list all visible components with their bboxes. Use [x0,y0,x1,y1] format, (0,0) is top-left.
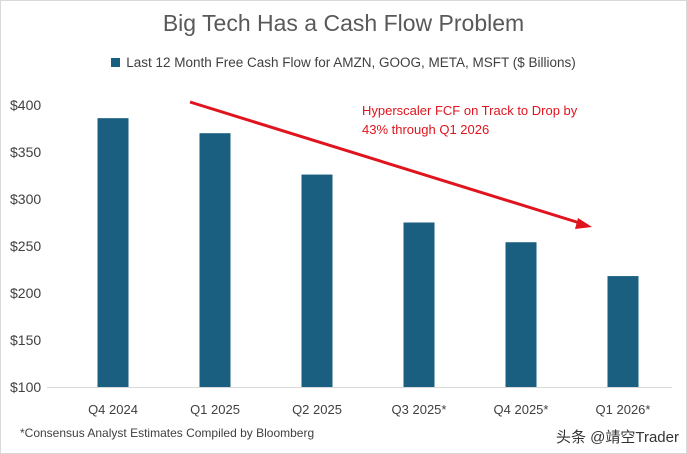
y-tick-label: $150 [10,332,41,348]
bar [301,174,333,387]
chart-title: Big Tech Has a Cash Flow Problem [162,10,525,36]
bar [199,133,231,387]
x-tick-label: Q1 2026* [596,402,651,417]
trend-arrow-head [575,218,592,229]
bar [607,276,639,387]
y-tick-label: $100 [10,379,41,395]
x-tick-label: Q1 2025 [190,402,240,417]
legend: Last 12 Month Free Cash Flow for AMZN, G… [0,55,687,70]
footnote: *Consensus Analyst Estimates Compiled by… [20,426,315,440]
y-tick-label: $200 [10,285,41,301]
y-tick-label: $250 [10,238,41,254]
x-tick-label: Q4 2025* [494,402,549,417]
y-tick-label: $300 [10,191,41,207]
legend-swatch [111,58,121,67]
y-tick-label: $350 [10,144,41,160]
legend-label: Last 12 Month Free Cash Flow for AMZN, G… [126,55,576,70]
trend-arrow-line [189,100,584,226]
annotation-text: Hyperscaler FCF on Track to Drop by [362,103,578,118]
x-tick-label: Q2 2025 [292,402,342,417]
annotation-text: 43% through Q1 2026 [362,122,489,137]
x-tick-label: Q4 2024 [88,402,138,417]
x-tick-label: Q3 2025* [392,402,447,417]
bar [97,118,129,387]
y-tick-label: $400 [10,97,41,113]
bar [505,242,537,387]
watermark: 头条 @靖空Trader [555,429,679,446]
bar [403,222,435,387]
